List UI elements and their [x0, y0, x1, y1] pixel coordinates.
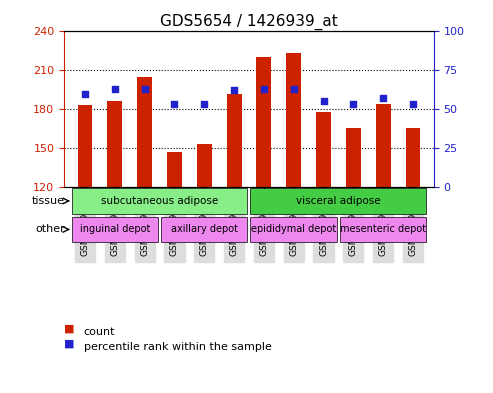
Bar: [256, 57, 271, 187]
Point: [379, 95, 387, 101]
Point: [141, 86, 148, 92]
Bar: [286, 53, 301, 187]
FancyBboxPatch shape: [71, 188, 247, 214]
Point: [81, 90, 89, 97]
Text: visceral adipose: visceral adipose: [296, 196, 381, 206]
Point: [200, 101, 208, 108]
FancyBboxPatch shape: [250, 217, 337, 242]
Bar: [227, 94, 242, 187]
Text: percentile rank within the sample: percentile rank within the sample: [84, 342, 272, 352]
Text: axillary depot: axillary depot: [171, 224, 238, 235]
Point: [111, 86, 119, 92]
Bar: [107, 101, 122, 187]
Bar: [197, 144, 211, 187]
Point: [260, 86, 268, 92]
Bar: [137, 77, 152, 187]
Text: ■: ■: [64, 324, 74, 334]
FancyBboxPatch shape: [161, 217, 247, 242]
Title: GDS5654 / 1426939_at: GDS5654 / 1426939_at: [160, 14, 338, 30]
FancyBboxPatch shape: [250, 188, 426, 214]
FancyBboxPatch shape: [340, 217, 426, 242]
Text: tissue: tissue: [32, 196, 65, 206]
Bar: [346, 129, 361, 187]
Text: epididymal depot: epididymal depot: [251, 224, 336, 235]
FancyBboxPatch shape: [71, 217, 158, 242]
Bar: [167, 152, 182, 187]
Bar: [77, 105, 92, 187]
Bar: [376, 104, 390, 187]
Point: [350, 101, 357, 108]
Point: [409, 101, 417, 108]
Bar: [316, 112, 331, 187]
Text: ■: ■: [64, 339, 74, 349]
Text: inguinal depot: inguinal depot: [79, 224, 150, 235]
Text: count: count: [84, 327, 115, 337]
Text: subcutaneous adipose: subcutaneous adipose: [101, 196, 218, 206]
Text: mesenteric depot: mesenteric depot: [340, 224, 426, 235]
Point: [290, 86, 298, 92]
Point: [230, 87, 238, 94]
Bar: [406, 129, 421, 187]
Point: [171, 101, 178, 108]
Point: [319, 98, 327, 105]
Text: other: other: [35, 224, 65, 235]
